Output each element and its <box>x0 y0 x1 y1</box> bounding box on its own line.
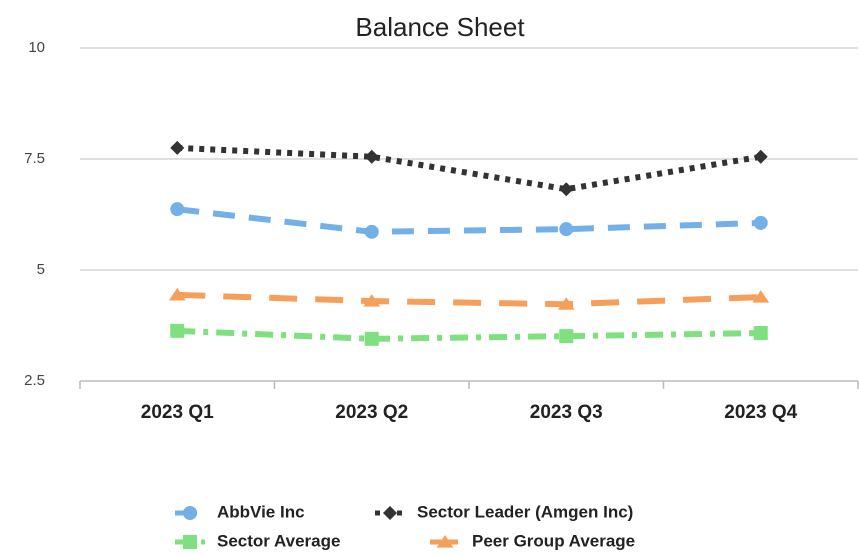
point <box>753 149 768 164</box>
point <box>557 297 575 310</box>
point <box>559 329 574 344</box>
legend-marker <box>183 506 197 520</box>
point <box>753 326 768 341</box>
point <box>364 149 379 164</box>
y-tick-label: 2.5 <box>24 372 45 389</box>
point <box>170 202 185 217</box>
legend-label: Sector Average <box>217 531 340 550</box>
y-tick-label: 10 <box>28 39 45 56</box>
legend-label: Peer Group Average <box>472 531 635 550</box>
x-tick-label: 2023 Q3 <box>530 402 603 423</box>
point <box>168 287 186 301</box>
point <box>752 290 770 303</box>
point <box>170 140 185 155</box>
point <box>170 323 185 338</box>
point <box>753 215 768 230</box>
x-tick-label: 2023 Q4 <box>724 402 797 423</box>
point <box>364 331 379 346</box>
point <box>559 182 574 197</box>
series-line <box>177 327 761 342</box>
point <box>559 222 574 237</box>
legend-label: Sector Leader (Amgen Inc) <box>417 502 633 521</box>
series-line <box>177 291 761 308</box>
y-tick-label: 5 <box>37 261 45 278</box>
series-line <box>177 144 762 193</box>
series-line <box>176 206 761 235</box>
point <box>363 294 381 307</box>
legend-marker <box>436 535 454 548</box>
point <box>364 224 379 239</box>
legend-marker <box>183 535 197 549</box>
x-tick-label: 2023 Q1 <box>141 402 214 423</box>
legend-label: AbbVie Inc <box>217 502 305 521</box>
x-tick-label: 2023 Q2 <box>335 402 408 423</box>
legend-marker <box>383 506 397 520</box>
y-tick-label: 7.5 <box>24 150 45 167</box>
chart-title: Balance Sheet <box>355 12 525 42</box>
